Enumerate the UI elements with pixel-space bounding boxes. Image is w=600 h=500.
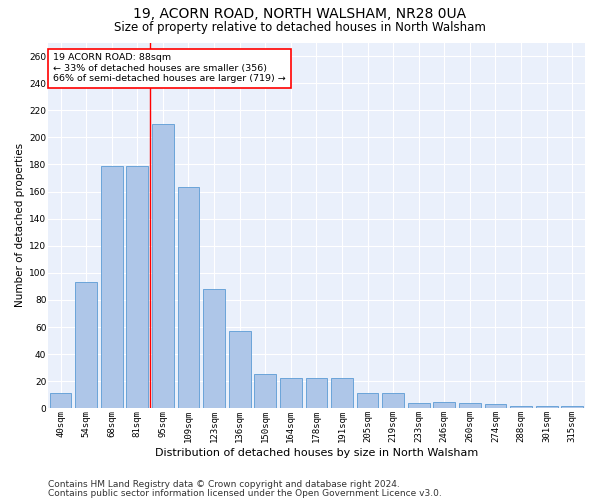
Bar	[382, 394, 404, 408]
Bar	[203, 289, 225, 408]
Bar	[510, 406, 532, 408]
Text: Contains public sector information licensed under the Open Government Licence v3: Contains public sector information licen…	[48, 488, 442, 498]
Bar	[127, 166, 148, 408]
Bar	[562, 406, 583, 408]
Y-axis label: Number of detached properties: Number of detached properties	[15, 144, 25, 308]
Bar	[356, 394, 379, 408]
Bar	[76, 282, 97, 408]
Bar	[331, 378, 353, 408]
Bar	[229, 331, 251, 408]
Text: 19 ACORN ROAD: 88sqm
← 33% of detached houses are smaller (356)
66% of semi-deta: 19 ACORN ROAD: 88sqm ← 33% of detached h…	[53, 54, 286, 84]
Bar	[101, 166, 122, 408]
Bar	[254, 374, 276, 408]
Bar	[152, 124, 174, 408]
Bar	[485, 404, 506, 408]
X-axis label: Distribution of detached houses by size in North Walsham: Distribution of detached houses by size …	[155, 448, 478, 458]
Bar	[408, 403, 430, 408]
Bar	[305, 378, 327, 408]
Bar	[178, 188, 199, 408]
Bar	[536, 406, 557, 408]
Text: Size of property relative to detached houses in North Walsham: Size of property relative to detached ho…	[114, 21, 486, 34]
Bar	[280, 378, 302, 408]
Bar	[433, 402, 455, 408]
Bar	[50, 394, 71, 408]
Text: 19, ACORN ROAD, NORTH WALSHAM, NR28 0UA: 19, ACORN ROAD, NORTH WALSHAM, NR28 0UA	[133, 8, 467, 22]
Text: Contains HM Land Registry data © Crown copyright and database right 2024.: Contains HM Land Registry data © Crown c…	[48, 480, 400, 489]
Bar	[459, 403, 481, 408]
